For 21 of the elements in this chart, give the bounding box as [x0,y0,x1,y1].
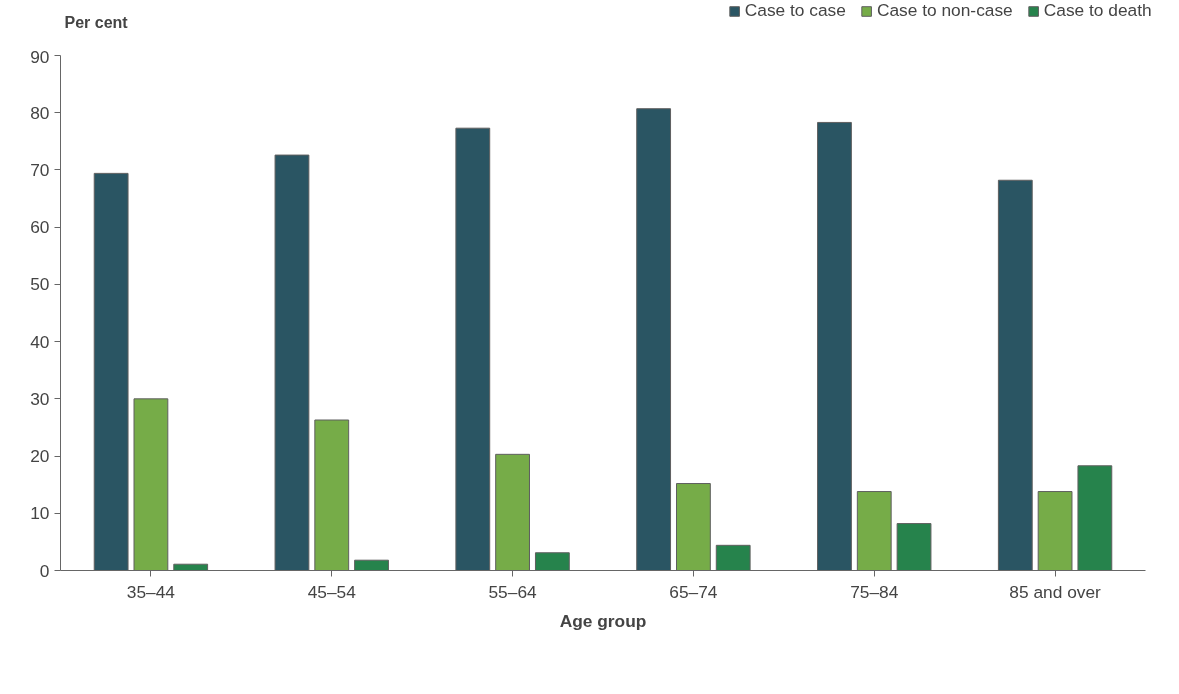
x-tick-label: 55–64 [488,581,538,602]
y-tick-label: 70 [30,159,50,180]
x-tick-label: 75–84 [850,581,899,602]
x-axis-title: Age group [559,610,647,631]
y-tick-label: 30 [30,388,50,409]
y-tick-label: 20 [30,446,50,467]
x-tick-label: 65–74 [669,581,718,602]
y-tick-label: 90 [30,46,50,67]
y-tick-label: 50 [30,274,50,295]
x-tick-label: 45–54 [307,581,357,602]
legend-label: Case to case [744,0,846,21]
y-tick-label: 80 [30,102,50,123]
y-tick-label: 10 [30,503,50,524]
legend-label: Case to non-case [876,0,1013,21]
y-tick-label: 40 [30,331,50,352]
y-tick-label: 60 [30,217,50,238]
x-tick-label: 35–44 [126,581,176,602]
x-tick-label: 85 and over [1009,581,1102,602]
y-axis-title: Per cent [64,13,129,31]
y-tick-label: 0 [39,560,50,581]
legend-label: Case to death [1043,0,1152,21]
